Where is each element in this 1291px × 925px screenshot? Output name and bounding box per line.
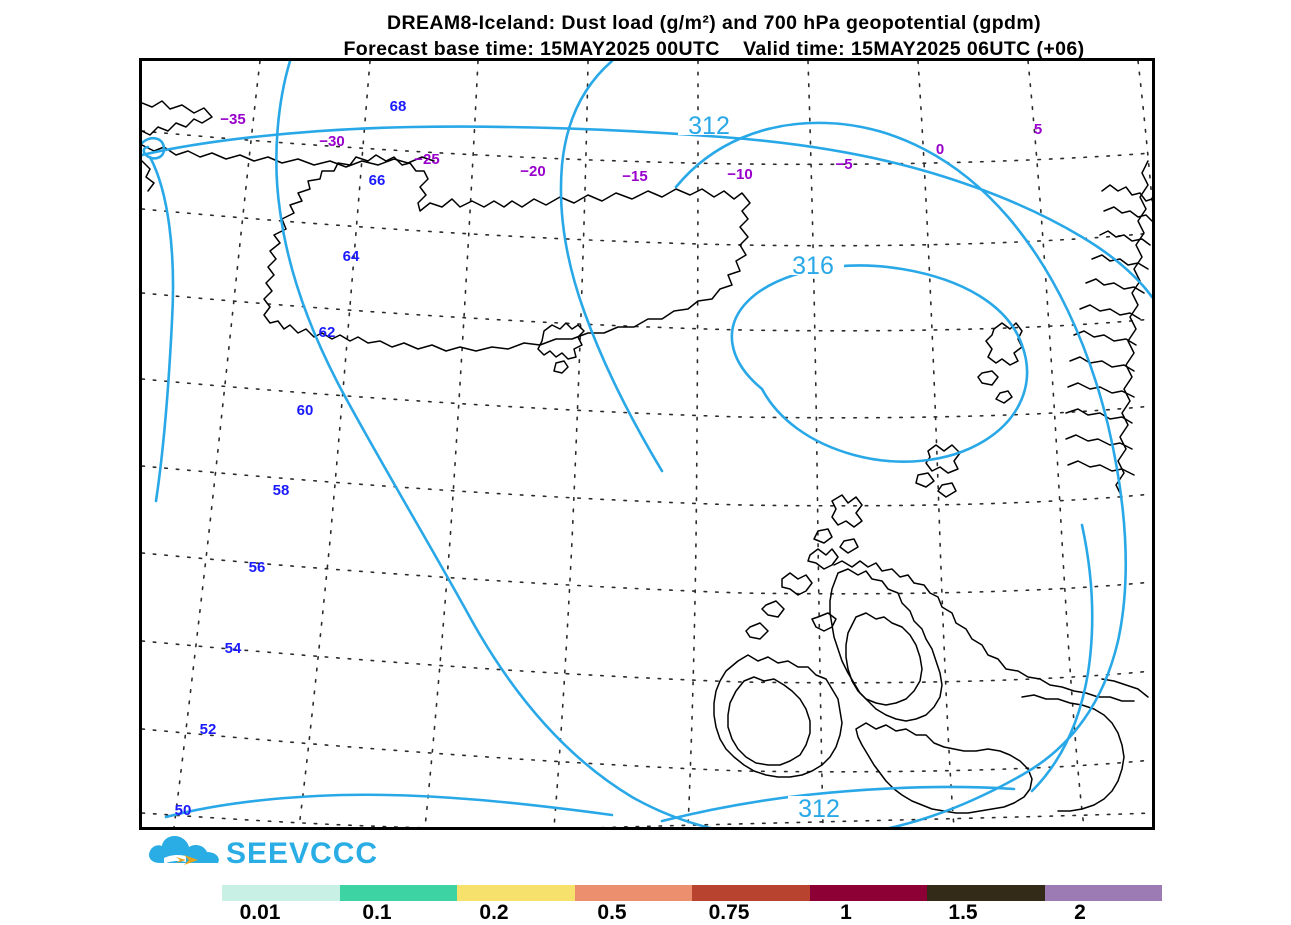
lat-label-58: 58 xyxy=(273,482,290,499)
latitude-label-layer: 68 66 64 62 60 58 56 54 52 50 xyxy=(175,98,407,819)
title-line-2: Forecast base time: 15MAY2025 00UTC Vali… xyxy=(343,38,1085,60)
map-graphic: 312 316 312 68 66 64 62 60 58 56 54 52 5… xyxy=(142,61,1152,827)
lon-label-m15: −15 xyxy=(622,168,647,185)
contour-label-312-top: 312 xyxy=(688,112,730,140)
title-line-1: DREAM8-Iceland: Dust load (g/m²) and 700… xyxy=(387,12,1041,34)
lon-label-0: 0 xyxy=(936,141,944,158)
map-canvas[interactable]: 312 316 312 68 66 64 62 60 58 56 54 52 5… xyxy=(139,58,1155,830)
lat-label-56: 56 xyxy=(249,559,266,576)
colorbar-segment-6 xyxy=(927,885,1045,901)
colorbar-tick-0.2: 0.2 xyxy=(479,901,509,924)
coastline-layer xyxy=(142,100,1152,814)
colorbar-labels: 0.01 0.1 0.2 0.5 0.75 1 1.5 2 xyxy=(222,901,1162,925)
colorbar-tick-1.5: 1.5 xyxy=(948,901,978,924)
contour-label-316: 316 xyxy=(792,252,834,280)
colorbar-tick-0.5: 0.5 xyxy=(597,901,627,924)
colorbar-segment-7 xyxy=(1044,885,1162,901)
lat-label-64: 64 xyxy=(343,248,360,265)
colorbar-segment-4 xyxy=(692,885,810,901)
colorbar-segment-1 xyxy=(339,885,457,901)
contour-label-layer: 312 316 312 xyxy=(678,112,850,823)
cloud-icon xyxy=(149,836,219,865)
lon-label-5: 5 xyxy=(1034,121,1042,138)
geopotential-contour-layer xyxy=(142,61,1152,827)
lat-label-52: 52 xyxy=(200,721,217,738)
lon-label-m10: −10 xyxy=(727,166,752,183)
lat-label-68: 68 xyxy=(390,98,407,115)
contour-label-312-bottom: 312 xyxy=(798,795,840,823)
lat-label-66: 66 xyxy=(369,172,386,189)
lon-label-m5: −5 xyxy=(835,156,852,173)
lon-label-m30: −30 xyxy=(319,133,344,150)
colorbar xyxy=(222,885,1162,901)
colorbar-tick-2: 2 xyxy=(1074,901,1086,924)
lat-label-54: 54 xyxy=(225,640,242,657)
seevccc-logo[interactable]: SEEVCCC xyxy=(146,833,377,875)
lat-label-50: 50 xyxy=(175,802,192,819)
lon-label-m35: −35 xyxy=(220,111,245,128)
colorbar-segment-3 xyxy=(574,885,692,901)
page-title: DREAM8-Iceland: Dust load (g/m²) and 700… xyxy=(139,10,1289,62)
colorbar-tick-1: 1 xyxy=(840,901,852,924)
lat-label-62: 62 xyxy=(319,324,336,341)
colorbar-segment-2 xyxy=(457,885,575,901)
lat-label-60: 60 xyxy=(297,402,314,419)
colorbar-tick-0.75: 0.75 xyxy=(708,901,750,924)
colorbar-tick-0.01: 0.01 xyxy=(239,901,281,924)
logo-text: SEEVCCC xyxy=(226,837,379,870)
longitude-label-layer: −35 −30 −25 −20 −15 −10 −5 0 5 xyxy=(220,111,1042,185)
colorbar-tick-0.1: 0.1 xyxy=(362,901,392,924)
colorbar-segment-5 xyxy=(809,885,927,901)
colorbar-segment-0 xyxy=(222,885,340,901)
lon-label-m20: −20 xyxy=(520,163,545,180)
lon-label-m25: −25 xyxy=(414,151,439,168)
